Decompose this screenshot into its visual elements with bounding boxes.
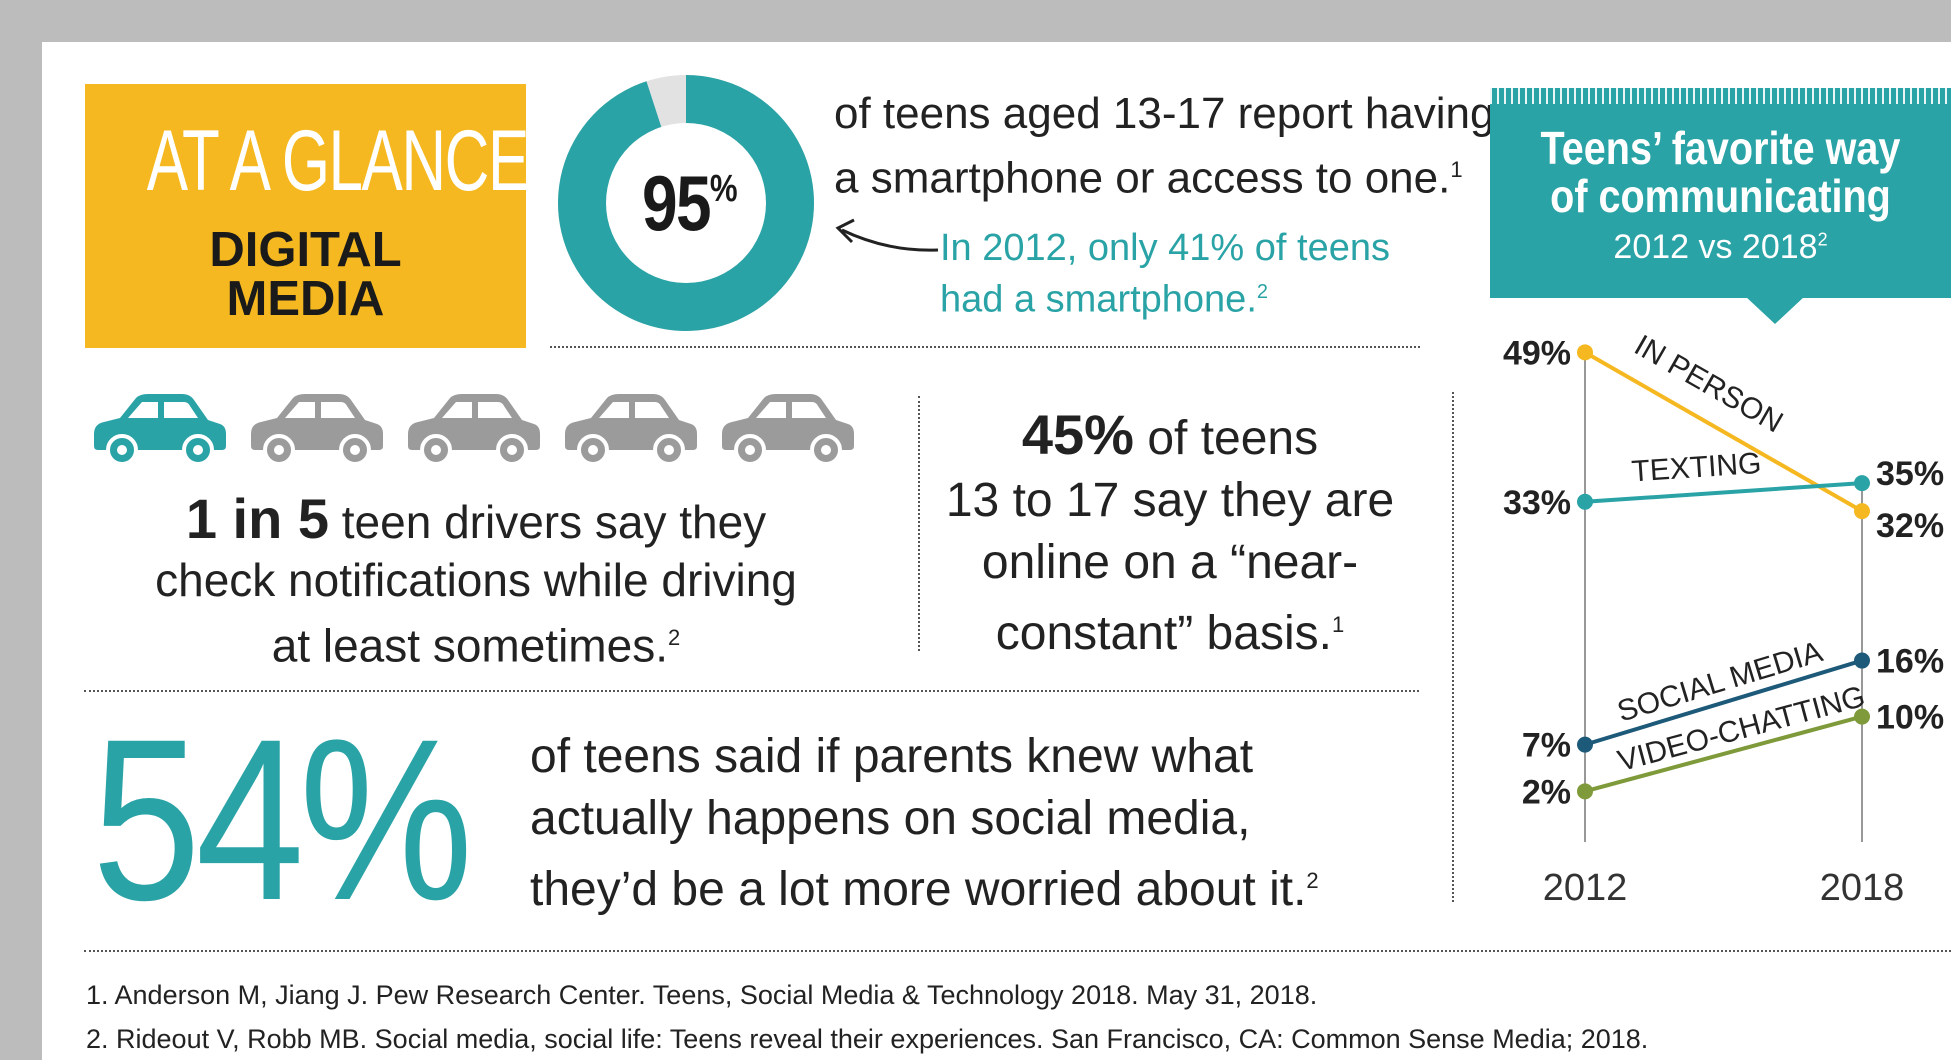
- drivers-line1: teen drivers say they: [328, 496, 767, 548]
- footnote-1: 1. Anderson M, Jiang J. Pew Research Cen…: [86, 980, 1318, 1010]
- online-stat: 45%: [1021, 403, 1134, 466]
- smartphone-note: In 2012, only 41% of teens had a smartph…: [940, 226, 1390, 322]
- drivers-ref: 2: [668, 625, 681, 650]
- smartphone-stat: 95%: [628, 158, 751, 249]
- divider-footer: [84, 950, 1951, 952]
- chart-banner-title: Teens’ favorite way of communicating: [1522, 124, 1918, 221]
- smartphone-text-line2: a smartphone or access to one.: [834, 153, 1451, 203]
- car-icon-highlighted: [86, 390, 231, 466]
- point-2012-video-chatting: [1577, 783, 1593, 800]
- parents-ref: 2: [1306, 868, 1319, 893]
- car-icon: [400, 390, 545, 466]
- chart-banner-subtitle-text: 2012 vs 2018: [1613, 228, 1818, 266]
- title-at-a-glance: AT A GLANCE: [146, 113, 530, 209]
- chart-banner-title-line2: of communicating: [1550, 170, 1891, 223]
- point-2012-texting: [1577, 493, 1593, 510]
- online-line4: constant” basis.: [995, 607, 1332, 660]
- smartphone-stat-value: 95: [642, 159, 712, 247]
- point-2018-social-media: [1854, 652, 1870, 669]
- online-line2: 13 to 17 say they are: [945, 474, 1395, 527]
- online-text: 45% of teens 13 to 17 say they are onlin…: [930, 404, 1410, 665]
- smartphone-note-line1: In 2012, only 41% of teens: [940, 227, 1390, 269]
- series-line-texting: [1584, 481, 1863, 504]
- label-2012-video-chatting: 2%: [1522, 773, 1571, 811]
- divider-middle: [84, 690, 1419, 692]
- curved-arrow-icon: [835, 218, 939, 252]
- online-line1: of teens: [1133, 412, 1319, 465]
- banner-pointer: [1745, 296, 1805, 324]
- title-digital: DIGITAL: [209, 223, 402, 277]
- parents-text: of teens said if parents knew what actua…: [530, 726, 1319, 921]
- smartphone-donut: [558, 75, 814, 332]
- divider-top: [550, 346, 1420, 348]
- series-line-social-media: [1584, 658, 1863, 747]
- car-icon: [243, 390, 388, 466]
- footnote-2: 2. Rideout V, Robb MB. Social media, soc…: [86, 1024, 1649, 1054]
- label-2012-in-person: 49%: [1503, 334, 1571, 372]
- smartphone-stat-unit: %: [709, 168, 738, 210]
- point-2018-texting: [1854, 475, 1870, 492]
- parents-line3: they’d be a lot more worried about it.: [530, 863, 1307, 916]
- drivers-line2: check notifications while driving: [155, 554, 797, 606]
- x-label-2018: 2018: [1820, 867, 1905, 909]
- chart-banner-ref: 2: [1817, 229, 1828, 250]
- point-2012-in-person: [1577, 344, 1593, 361]
- series-line-video-chatting: [1584, 714, 1863, 794]
- x-label-2012: 2012: [1543, 867, 1628, 909]
- label-2012-texting: 33%: [1503, 484, 1571, 522]
- smartphone-ref: 1: [1450, 157, 1463, 182]
- label-2012-social-media: 7%: [1522, 727, 1571, 765]
- title-box: AT A GLANCE DIGITAL MEDIA: [85, 84, 530, 348]
- smartphone-text: of teens aged 13-17 report having a smar…: [834, 86, 1494, 207]
- label-2018-video-chatting: 10%: [1876, 699, 1944, 737]
- smartphone-text-line1: of teens aged 13-17 report having: [834, 89, 1495, 138]
- online-ref: 1: [1331, 612, 1345, 637]
- online-line3: online on a “near-: [981, 536, 1359, 589]
- chart-banner: Teens’ favorite way of communicating 201…: [1490, 88, 1951, 298]
- title-media: MEDIA: [226, 272, 385, 326]
- parents-line2: actually happens on social media,: [530, 792, 1251, 845]
- series-name-texting: TEXTING: [1630, 447, 1762, 489]
- drivers-stat: 1 in 5: [185, 487, 329, 550]
- parents-stat: 54%: [92, 691, 473, 948]
- label-2018-texting: 35%: [1876, 455, 1944, 493]
- label-2018-social-media: 16%: [1876, 643, 1944, 681]
- title-digital-media: DIGITAL MEDIA: [85, 226, 526, 324]
- chart-banner-title-line1: Teens’ favorite way: [1540, 122, 1901, 174]
- car-icon: [557, 390, 702, 466]
- label-2018-in-person: 32%: [1876, 507, 1944, 545]
- car-icon: [714, 390, 859, 466]
- point-2018-video-chatting: [1854, 708, 1870, 725]
- cars-row: [86, 390, 866, 470]
- smartphone-note-ref: 2: [1256, 281, 1269, 303]
- banner-ticks: [1490, 88, 1951, 104]
- chart-banner-subtitle: 2012 vs 20182: [1490, 228, 1951, 267]
- point-2018-in-person: [1854, 503, 1870, 520]
- donut-hole: [606, 123, 766, 283]
- parents-line1: of teens said if parents knew what: [530, 730, 1254, 783]
- drivers-line3: at least sometimes.: [271, 619, 668, 672]
- divider-vertical-2: [1452, 392, 1454, 902]
- smartphone-note-line2: had a smartphone.: [940, 278, 1257, 321]
- divider-vertical-1: [918, 396, 920, 651]
- point-2012-social-media: [1577, 736, 1593, 753]
- drivers-text: 1 in 5 teen drivers say they check notif…: [86, 490, 866, 674]
